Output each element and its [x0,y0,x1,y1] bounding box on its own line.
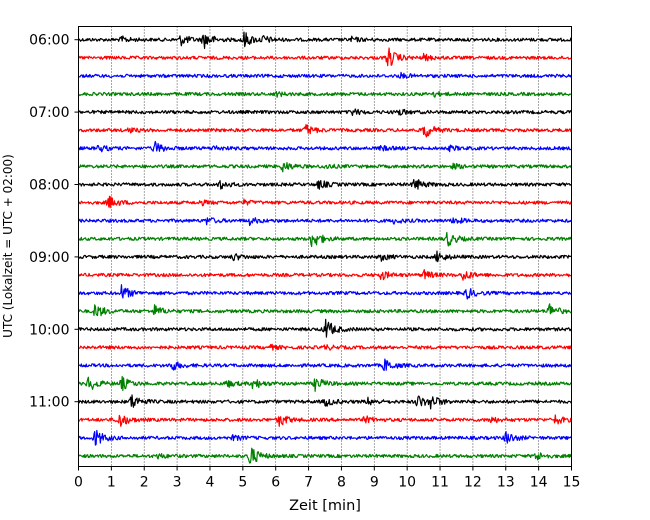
trace-0730 [78,140,572,153]
x-tick-label: 11 [431,475,449,491]
trace-0815 [77,195,572,209]
x-tick-label: 6 [271,475,280,491]
y-tick-label: 11:00 [29,395,69,411]
x-axis-label: Zeit [min] [289,498,361,514]
x-tick-label: 14 [530,475,548,491]
trace-0700 [78,108,573,117]
x-tick-label: 8 [337,475,346,491]
trace-0645 [78,90,572,98]
trace-0615 [78,47,573,67]
trace-0800 [77,179,572,190]
vertical-grid [111,26,539,467]
x-tick-label: 13 [497,475,515,491]
trace-0745 [77,162,572,173]
trace-1000 [77,318,572,338]
trace-0600 [77,31,572,50]
x-tick-label: 15 [563,475,581,491]
y-tick-label: 08:00 [29,178,69,194]
y-tick-label: 06:00 [29,33,69,49]
x-tick-label: 5 [238,475,247,491]
x-tick-label: 1 [107,475,116,491]
x-tick-label: 3 [173,475,182,491]
x-tick-label: 12 [464,475,482,491]
trace-0845 [77,231,573,248]
x-tick-label: 10 [398,475,416,491]
trace-0830 [78,217,573,227]
plot-frame [78,26,572,467]
trace-1100 [78,394,572,410]
trace-1015 [78,343,572,351]
trace-1145 [78,447,573,464]
x-tick-label: 7 [304,475,313,491]
trace-1045 [78,375,572,392]
x-tick-label: 2 [140,475,149,491]
trace-0915 [78,269,572,281]
x-tick-label: 9 [370,475,379,491]
y-axis-ticks: 06:00 07:00 08:00 09:00 10:00 11:00 [29,33,79,411]
x-tick-label: 4 [206,475,215,491]
y-axis-label: UTC (Lokalzeit = UTC + 02:00) [1,154,15,338]
x-axis-ticks: 0 1 2 3 4 5 6 7 8 9 10 11 12 13 14 15 [74,466,581,491]
trace-0930 [78,284,572,300]
y-tick-label: 07:00 [29,105,69,121]
seismic-traces [77,31,573,464]
trace-0900 [77,250,572,263]
y-tick-label: 09:00 [29,250,69,266]
y-tick-label: 10:00 [29,322,69,338]
x-tick-label: 0 [74,475,83,491]
trace-1115 [78,414,573,427]
trace-0945 [78,303,572,317]
trace-1130 [77,429,573,446]
trace-0715 [77,124,573,138]
trace-0630 [78,71,573,79]
trace-1030 [78,358,573,372]
